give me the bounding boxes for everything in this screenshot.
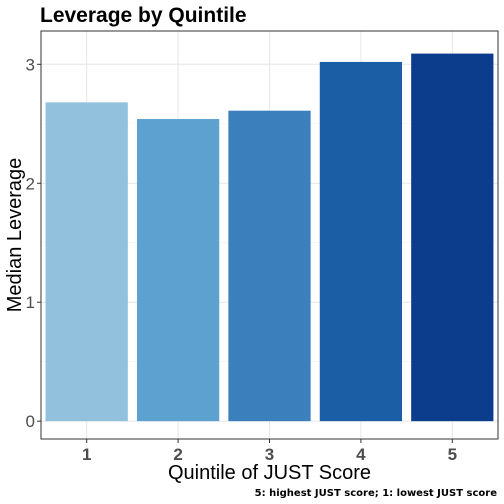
y-axis-label: Median Leverage (4, 158, 26, 313)
bar-quintile-1 (46, 102, 128, 421)
x-tick-label: 5 (448, 445, 457, 464)
x-axis-label: Quintile of JUST Score (168, 462, 371, 484)
y-tick-label: 3 (26, 55, 35, 74)
bar-quintile-5 (411, 54, 493, 422)
y-tick-label: 1 (26, 293, 35, 312)
y-tick-label: 0 (26, 412, 35, 431)
y-tick-label: 2 (26, 174, 35, 193)
chart-caption: 5: highest JUST score; 1: lowest JUST sc… (255, 488, 498, 499)
chart-title: Leverage by Quintile (40, 4, 247, 27)
bar-quintile-4 (320, 62, 402, 421)
bar-quintile-3 (228, 111, 310, 421)
bar-quintile-2 (137, 119, 219, 421)
x-tick-label: 1 (82, 445, 91, 464)
